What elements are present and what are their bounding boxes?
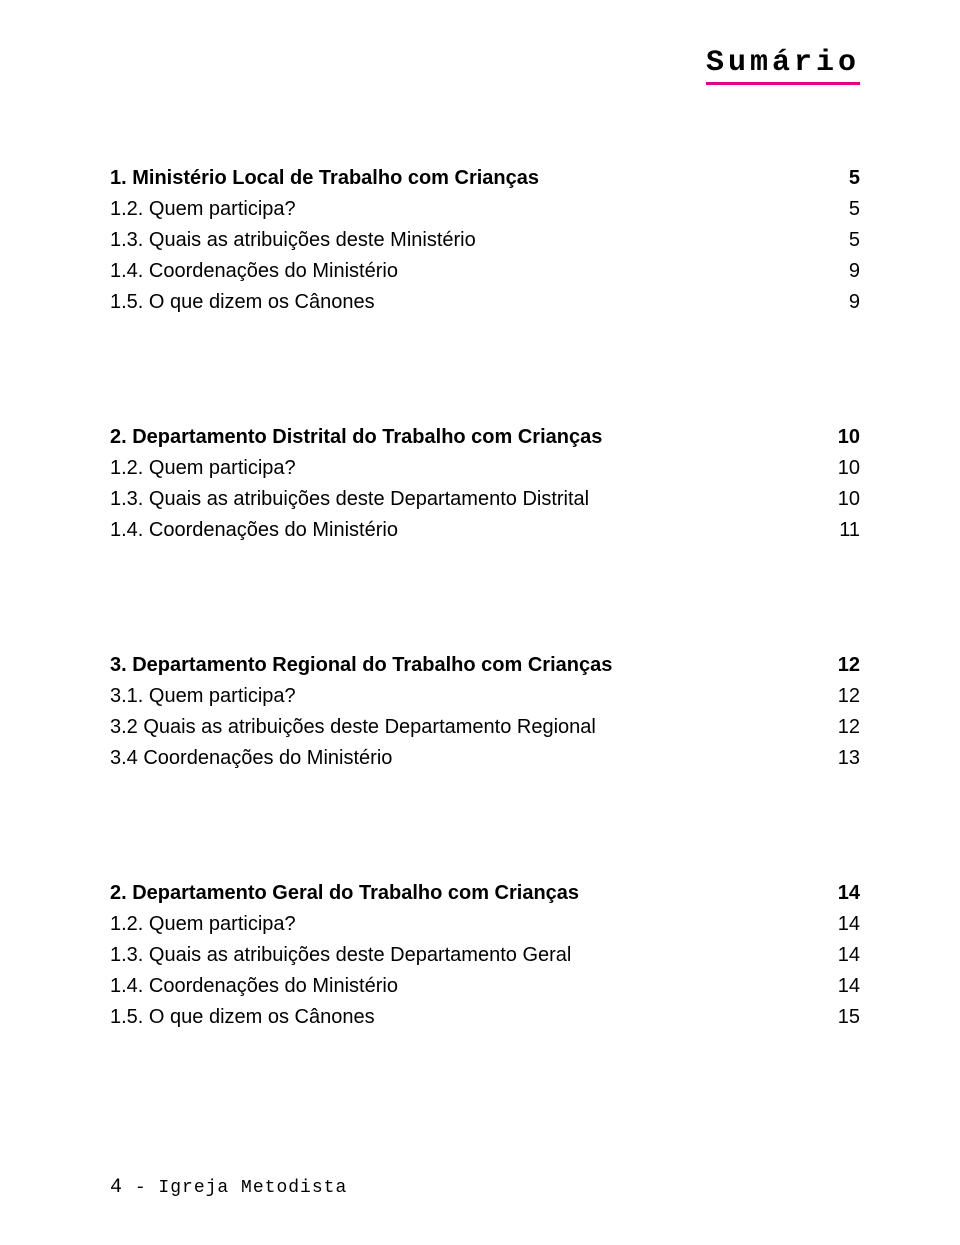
toc-heading-label: 3. Departamento Regional do Trabalho com…	[110, 650, 824, 681]
toc-item-page: 12	[824, 681, 860, 712]
toc-item-page: 5	[824, 194, 860, 225]
toc-item: 1.5. O que dizem os Cânones 15	[110, 1002, 860, 1033]
toc-heading: 1. Ministério Local de Trabalho com Cria…	[110, 163, 860, 194]
toc-item-page: 9	[824, 256, 860, 287]
toc-item: 1.2. Quem participa? 10	[110, 453, 860, 484]
toc-item: 3.4 Coordenações do Ministério 13	[110, 743, 860, 774]
toc-item: 3.1. Quem participa? 12	[110, 681, 860, 712]
toc-item-label: 1.5. O que dizem os Cânones	[110, 1002, 824, 1033]
toc-section: 3. Departamento Regional do Trabalho com…	[110, 650, 860, 774]
toc-heading-page: 12	[824, 650, 860, 681]
footer-separator: -	[123, 1178, 158, 1198]
toc-item: 1.4. Coordenações do Ministério 11	[110, 515, 860, 546]
toc-item-page: 14	[824, 940, 860, 971]
toc-item-page: 10	[824, 484, 860, 515]
toc-item-label: 1.2. Quem participa?	[110, 194, 824, 225]
toc-item-label: 3.1. Quem participa?	[110, 681, 824, 712]
toc-item-label: 1.2. Quem participa?	[110, 909, 824, 940]
toc-item-page: 5	[824, 225, 860, 256]
toc-item-page: 15	[824, 1002, 860, 1033]
toc-item-label: 1.4. Coordenações do Ministério	[110, 256, 824, 287]
toc-heading-page: 5	[824, 163, 860, 194]
toc-item-page: 14	[824, 971, 860, 1002]
toc-item-label: 1.3. Quais as atribuições deste Departam…	[110, 484, 824, 515]
footer-text: Igreja Metodista	[158, 1178, 347, 1198]
toc-item: 1.3. Quais as atribuições deste Departam…	[110, 940, 860, 971]
footer-page-number: 4	[110, 1176, 123, 1199]
toc-item-label: 1.3. Quais as atribuições deste Ministér…	[110, 225, 824, 256]
toc-section: 1. Ministério Local de Trabalho com Cria…	[110, 163, 860, 318]
toc-item-label: 1.3. Quais as atribuições deste Departam…	[110, 940, 824, 971]
toc-item-page: 14	[824, 909, 860, 940]
toc-heading-label: 1. Ministério Local de Trabalho com Cria…	[110, 163, 824, 194]
toc-heading-page: 10	[824, 422, 860, 453]
toc-section: 2. Departamento Geral do Trabalho com Cr…	[110, 878, 860, 1033]
toc-heading: 2. Departamento Geral do Trabalho com Cr…	[110, 878, 860, 909]
toc-item: 1.5. O que dizem os Cânones 9	[110, 287, 860, 318]
toc-item: 3.2 Quais as atribuições deste Departame…	[110, 712, 860, 743]
toc-item-label: 1.2. Quem participa?	[110, 453, 824, 484]
toc-item: 1.3. Quais as atribuições deste Departam…	[110, 484, 860, 515]
toc-heading-page: 14	[824, 878, 860, 909]
page-footer: 4 - Igreja Metodista	[110, 1176, 347, 1199]
toc-item-page: 11	[824, 515, 860, 546]
toc-heading: 2. Departamento Distrital do Trabalho co…	[110, 422, 860, 453]
toc-item: 1.4. Coordenações do Ministério 14	[110, 971, 860, 1002]
toc-item-label: 1.5. O que dizem os Cânones	[110, 287, 824, 318]
toc-item-page: 10	[824, 453, 860, 484]
toc-heading-label: 2. Departamento Distrital do Trabalho co…	[110, 422, 824, 453]
toc-heading: 3. Departamento Regional do Trabalho com…	[110, 650, 860, 681]
page-title-wrap: Sumário	[110, 46, 860, 85]
toc-item: 1.3. Quais as atribuições deste Ministér…	[110, 225, 860, 256]
toc-item-page: 12	[824, 712, 860, 743]
toc-item: 1.2. Quem participa? 5	[110, 194, 860, 225]
toc-item-label: 3.4 Coordenações do Ministério	[110, 743, 824, 774]
toc-item-label: 1.4. Coordenações do Ministério	[110, 515, 824, 546]
toc-heading-label: 2. Departamento Geral do Trabalho com Cr…	[110, 878, 824, 909]
toc-item-label: 3.2 Quais as atribuições deste Departame…	[110, 712, 824, 743]
page-title: Sumário	[706, 46, 860, 85]
toc-item: 1.4. Coordenações do Ministério 9	[110, 256, 860, 287]
toc-item-page: 13	[824, 743, 860, 774]
toc-section: 2. Departamento Distrital do Trabalho co…	[110, 422, 860, 546]
toc-item-page: 9	[824, 287, 860, 318]
toc-item: 1.2. Quem participa? 14	[110, 909, 860, 940]
toc-item-label: 1.4. Coordenações do Ministério	[110, 971, 824, 1002]
